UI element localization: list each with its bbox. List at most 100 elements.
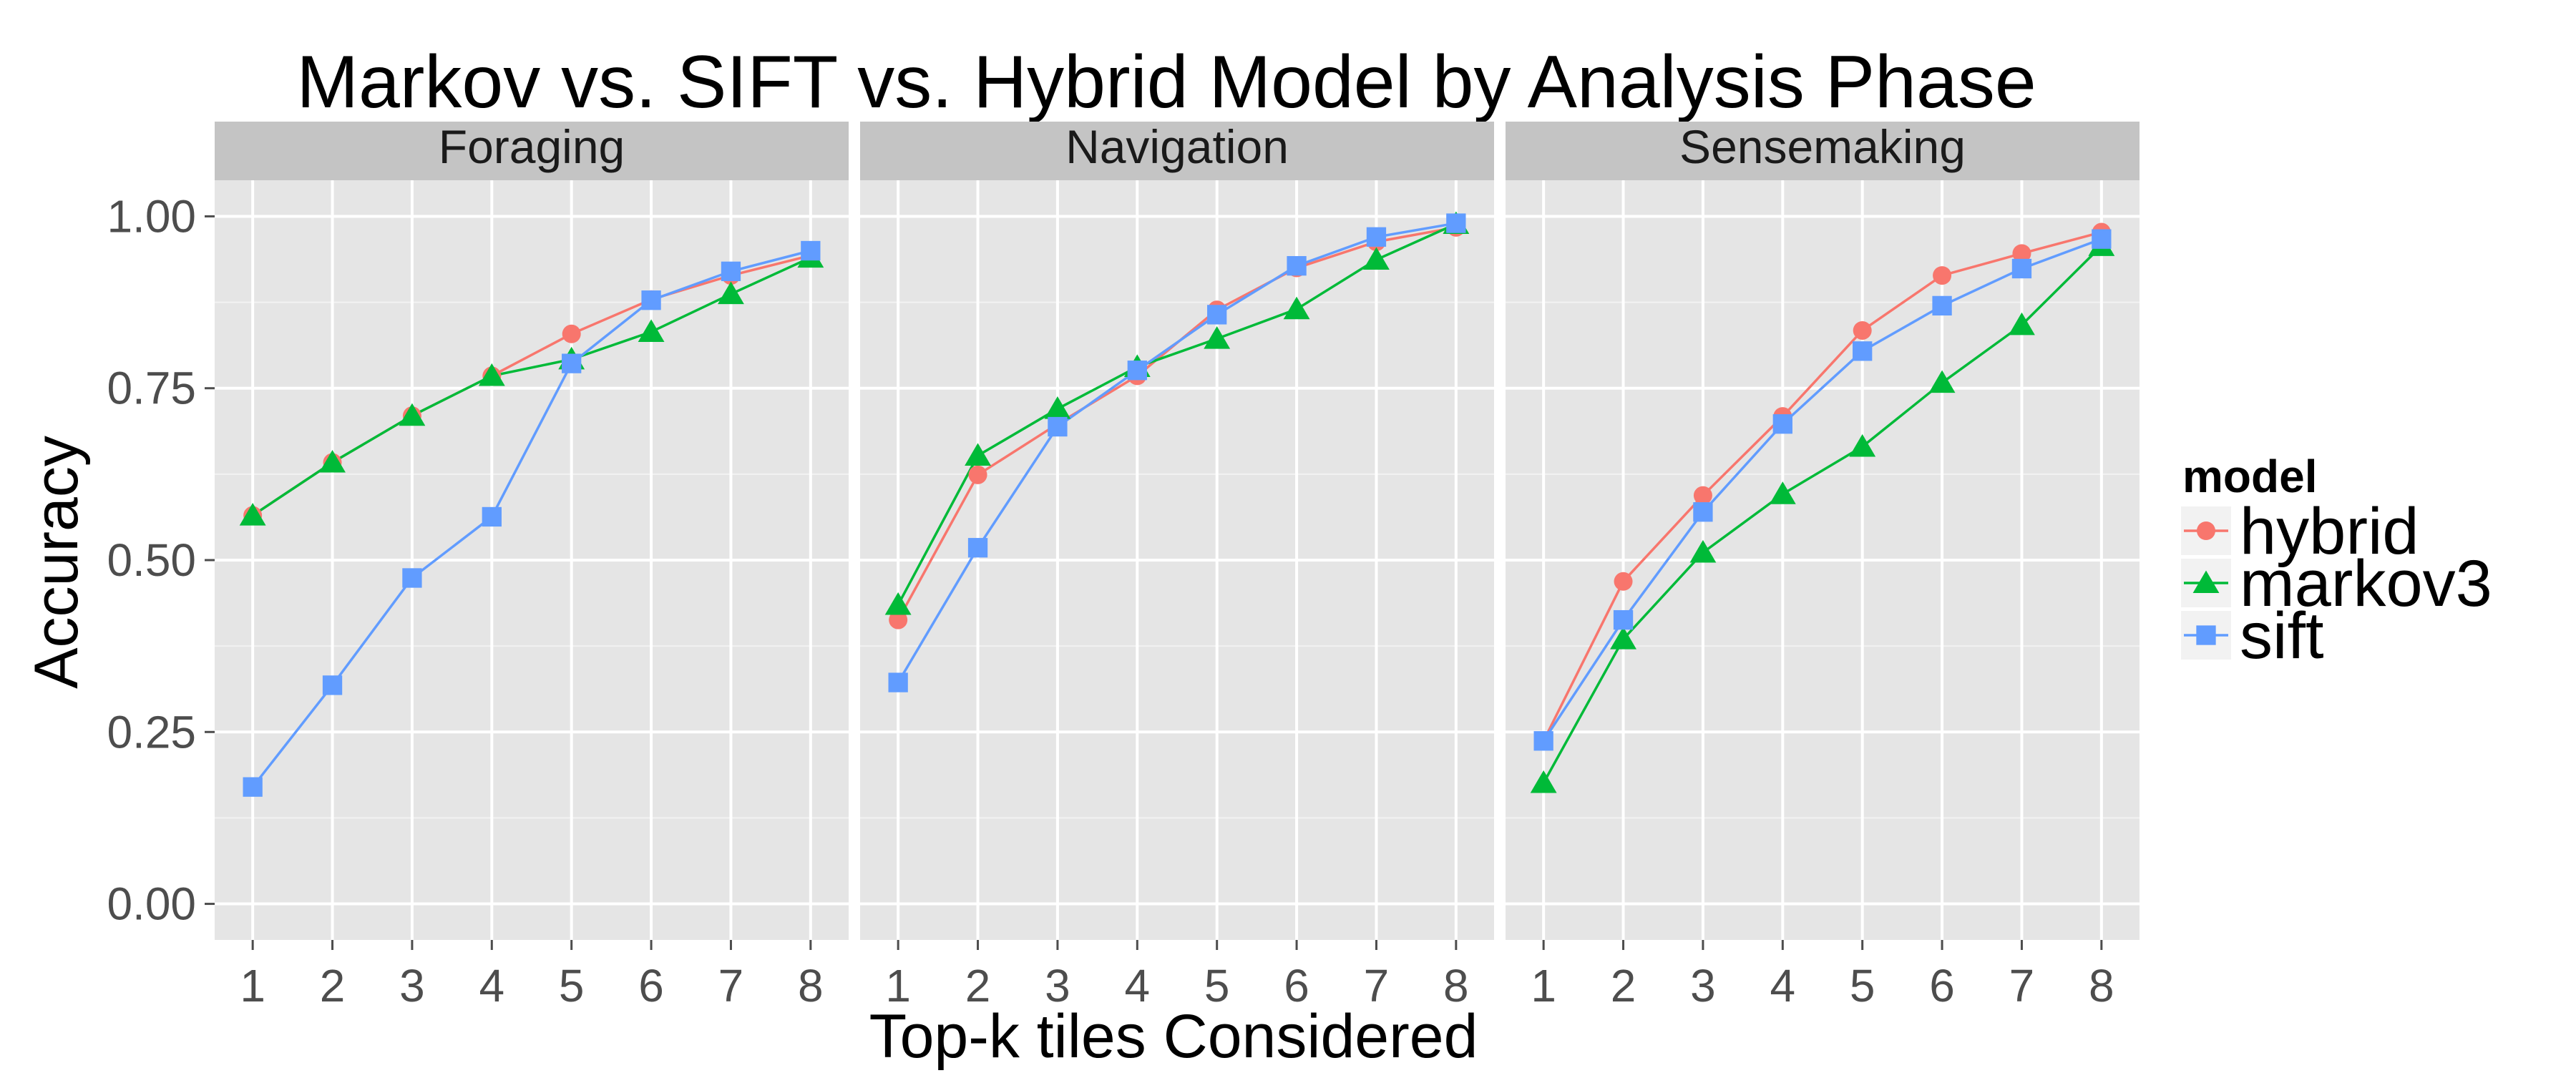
data-point-sift [322, 675, 343, 695]
x-tick-label: 5 [559, 960, 585, 1011]
legend-key-marker-markov3 [2192, 570, 2220, 594]
data-point-sift [1533, 731, 1553, 751]
y-axis-title: Accuracy [22, 436, 91, 689]
data-point-markov3 [1204, 325, 1231, 349]
data-point-sift [1048, 416, 1068, 437]
x-tick-label: 8 [798, 960, 824, 1011]
panel-navigation: Navigation 1 2 3 4 5 6 7 8 [860, 120, 1494, 1011]
legend-item-hybrid: hybrid [2181, 495, 2419, 568]
data-point-hybrid [1614, 572, 1633, 591]
data-point-sift [1287, 255, 1307, 276]
data-point-markov3 [884, 592, 912, 615]
x-tick-label: 3 [1045, 960, 1070, 1011]
data-point-sift [1772, 414, 1792, 434]
panel-sensemaking: Sensemaking 1 2 3 4 5 6 7 8 [1506, 120, 2140, 1011]
legend-key-marker-sift [2196, 625, 2216, 645]
x-tick-label: 2 [1611, 960, 1636, 1011]
x-tick-label: 6 [638, 960, 664, 1011]
data-point-hybrid [1853, 320, 1872, 340]
data-point-sift [2011, 258, 2032, 279]
data-point-markov3 [718, 281, 744, 305]
series-line-markov3 [252, 256, 811, 516]
legend-key-marker-hybrid [2197, 521, 2215, 540]
data-point-sift [967, 538, 988, 558]
y-axis: 0.00 0.25 0.50 0.75 1.00 [107, 190, 215, 930]
data-point-sift [2092, 229, 2112, 249]
data-point-markov3 [399, 403, 426, 426]
data-point-sift [801, 240, 821, 261]
x-tick-label: 4 [1770, 960, 1796, 1011]
data-point-hybrid [1933, 266, 1952, 285]
series-line-sift [251, 249, 811, 788]
data-point-sift [1446, 213, 1466, 233]
legend-item-markov3: markov3 [2181, 547, 2492, 620]
series-line-sift [1542, 237, 2102, 742]
y-tick-label: 0.25 [107, 706, 196, 758]
data-point-markov3 [1363, 247, 1390, 270]
x-tick-label: 1 [1531, 960, 1556, 1011]
data-point-sift [243, 777, 263, 797]
series-line-markov3 [897, 222, 1457, 606]
x-tick-label: 6 [1284, 960, 1309, 1011]
data-point-markov3 [478, 363, 505, 386]
facet-strip-label: Foraging [439, 120, 625, 173]
series-line-markov3 [1542, 245, 2103, 784]
data-point-markov3 [1283, 296, 1310, 320]
data-point-sift [1613, 609, 1634, 630]
data-point-markov3 [1769, 481, 1796, 504]
y-tick-label: 0.75 [107, 363, 196, 414]
legend-item-sift: sift [2181, 599, 2324, 672]
data-point-sift [888, 672, 908, 692]
legend-label: markov3 [2240, 547, 2492, 620]
data-point-hybrid [562, 324, 581, 343]
y-tick-label: 1.00 [107, 190, 196, 242]
facet-strip-label: Sensemaking [1679, 120, 1966, 173]
y-tick-label: 0.50 [107, 534, 196, 586]
data-point-sift [1932, 295, 1952, 316]
data-point-markov3 [1044, 396, 1071, 419]
panel-foraging: Foraging 1 2 3 4 5 6 7 8 [215, 120, 849, 1011]
data-point-markov3 [1610, 626, 1636, 650]
data-point-hybrid [968, 465, 987, 484]
data-point-markov3 [1849, 433, 1876, 457]
data-point-markov3 [2009, 312, 2035, 335]
legend-label: sift [2240, 599, 2324, 672]
x-tick-label: 2 [965, 960, 991, 1011]
data-point-sift [1207, 305, 1227, 325]
x-tick-label: 5 [1204, 960, 1230, 1011]
x-axis-title: Top-k tiles Considered [869, 1002, 1478, 1071]
legend-label: hybrid [2240, 495, 2419, 568]
x-tick-label: 4 [1125, 960, 1151, 1011]
x-tick-label: 1 [885, 960, 911, 1011]
x-tick-label: 1 [240, 960, 265, 1011]
y-tick-label: 0.00 [107, 878, 196, 930]
x-tick-label: 8 [1443, 960, 1469, 1011]
facet-strip-label: Navigation [1065, 120, 1289, 173]
data-point-sift [1693, 502, 1713, 522]
series-line-sift [897, 222, 1457, 683]
chart-title: Markov vs. SIFT vs. Hybrid Model by Anal… [296, 41, 2036, 124]
data-point-hybrid [1693, 486, 1712, 505]
data-point-sift [562, 353, 582, 373]
data-point-sift [721, 261, 741, 281]
data-point-markov3 [1689, 539, 1717, 563]
data-point-markov3 [1928, 370, 1956, 393]
x-tick-label: 7 [2009, 960, 2035, 1011]
data-point-markov3 [1530, 770, 1557, 793]
data-point-sift [641, 290, 661, 310]
legend-title: model [2182, 451, 2317, 502]
data-point-markov3 [319, 449, 346, 473]
data-point-hybrid [889, 610, 908, 629]
series-line-hybrid [1542, 230, 2102, 742]
data-point-hybrid [2012, 244, 2031, 263]
data-point-markov3 [965, 443, 991, 466]
data-point-sift [402, 568, 422, 588]
x-tick-label: 5 [1850, 960, 1875, 1011]
facet-strip [860, 122, 1494, 180]
data-point-markov3 [239, 502, 266, 526]
x-tick-label: 7 [718, 960, 744, 1011]
x-tick-label: 7 [1364, 960, 1390, 1011]
data-point-sift [1853, 341, 1873, 361]
